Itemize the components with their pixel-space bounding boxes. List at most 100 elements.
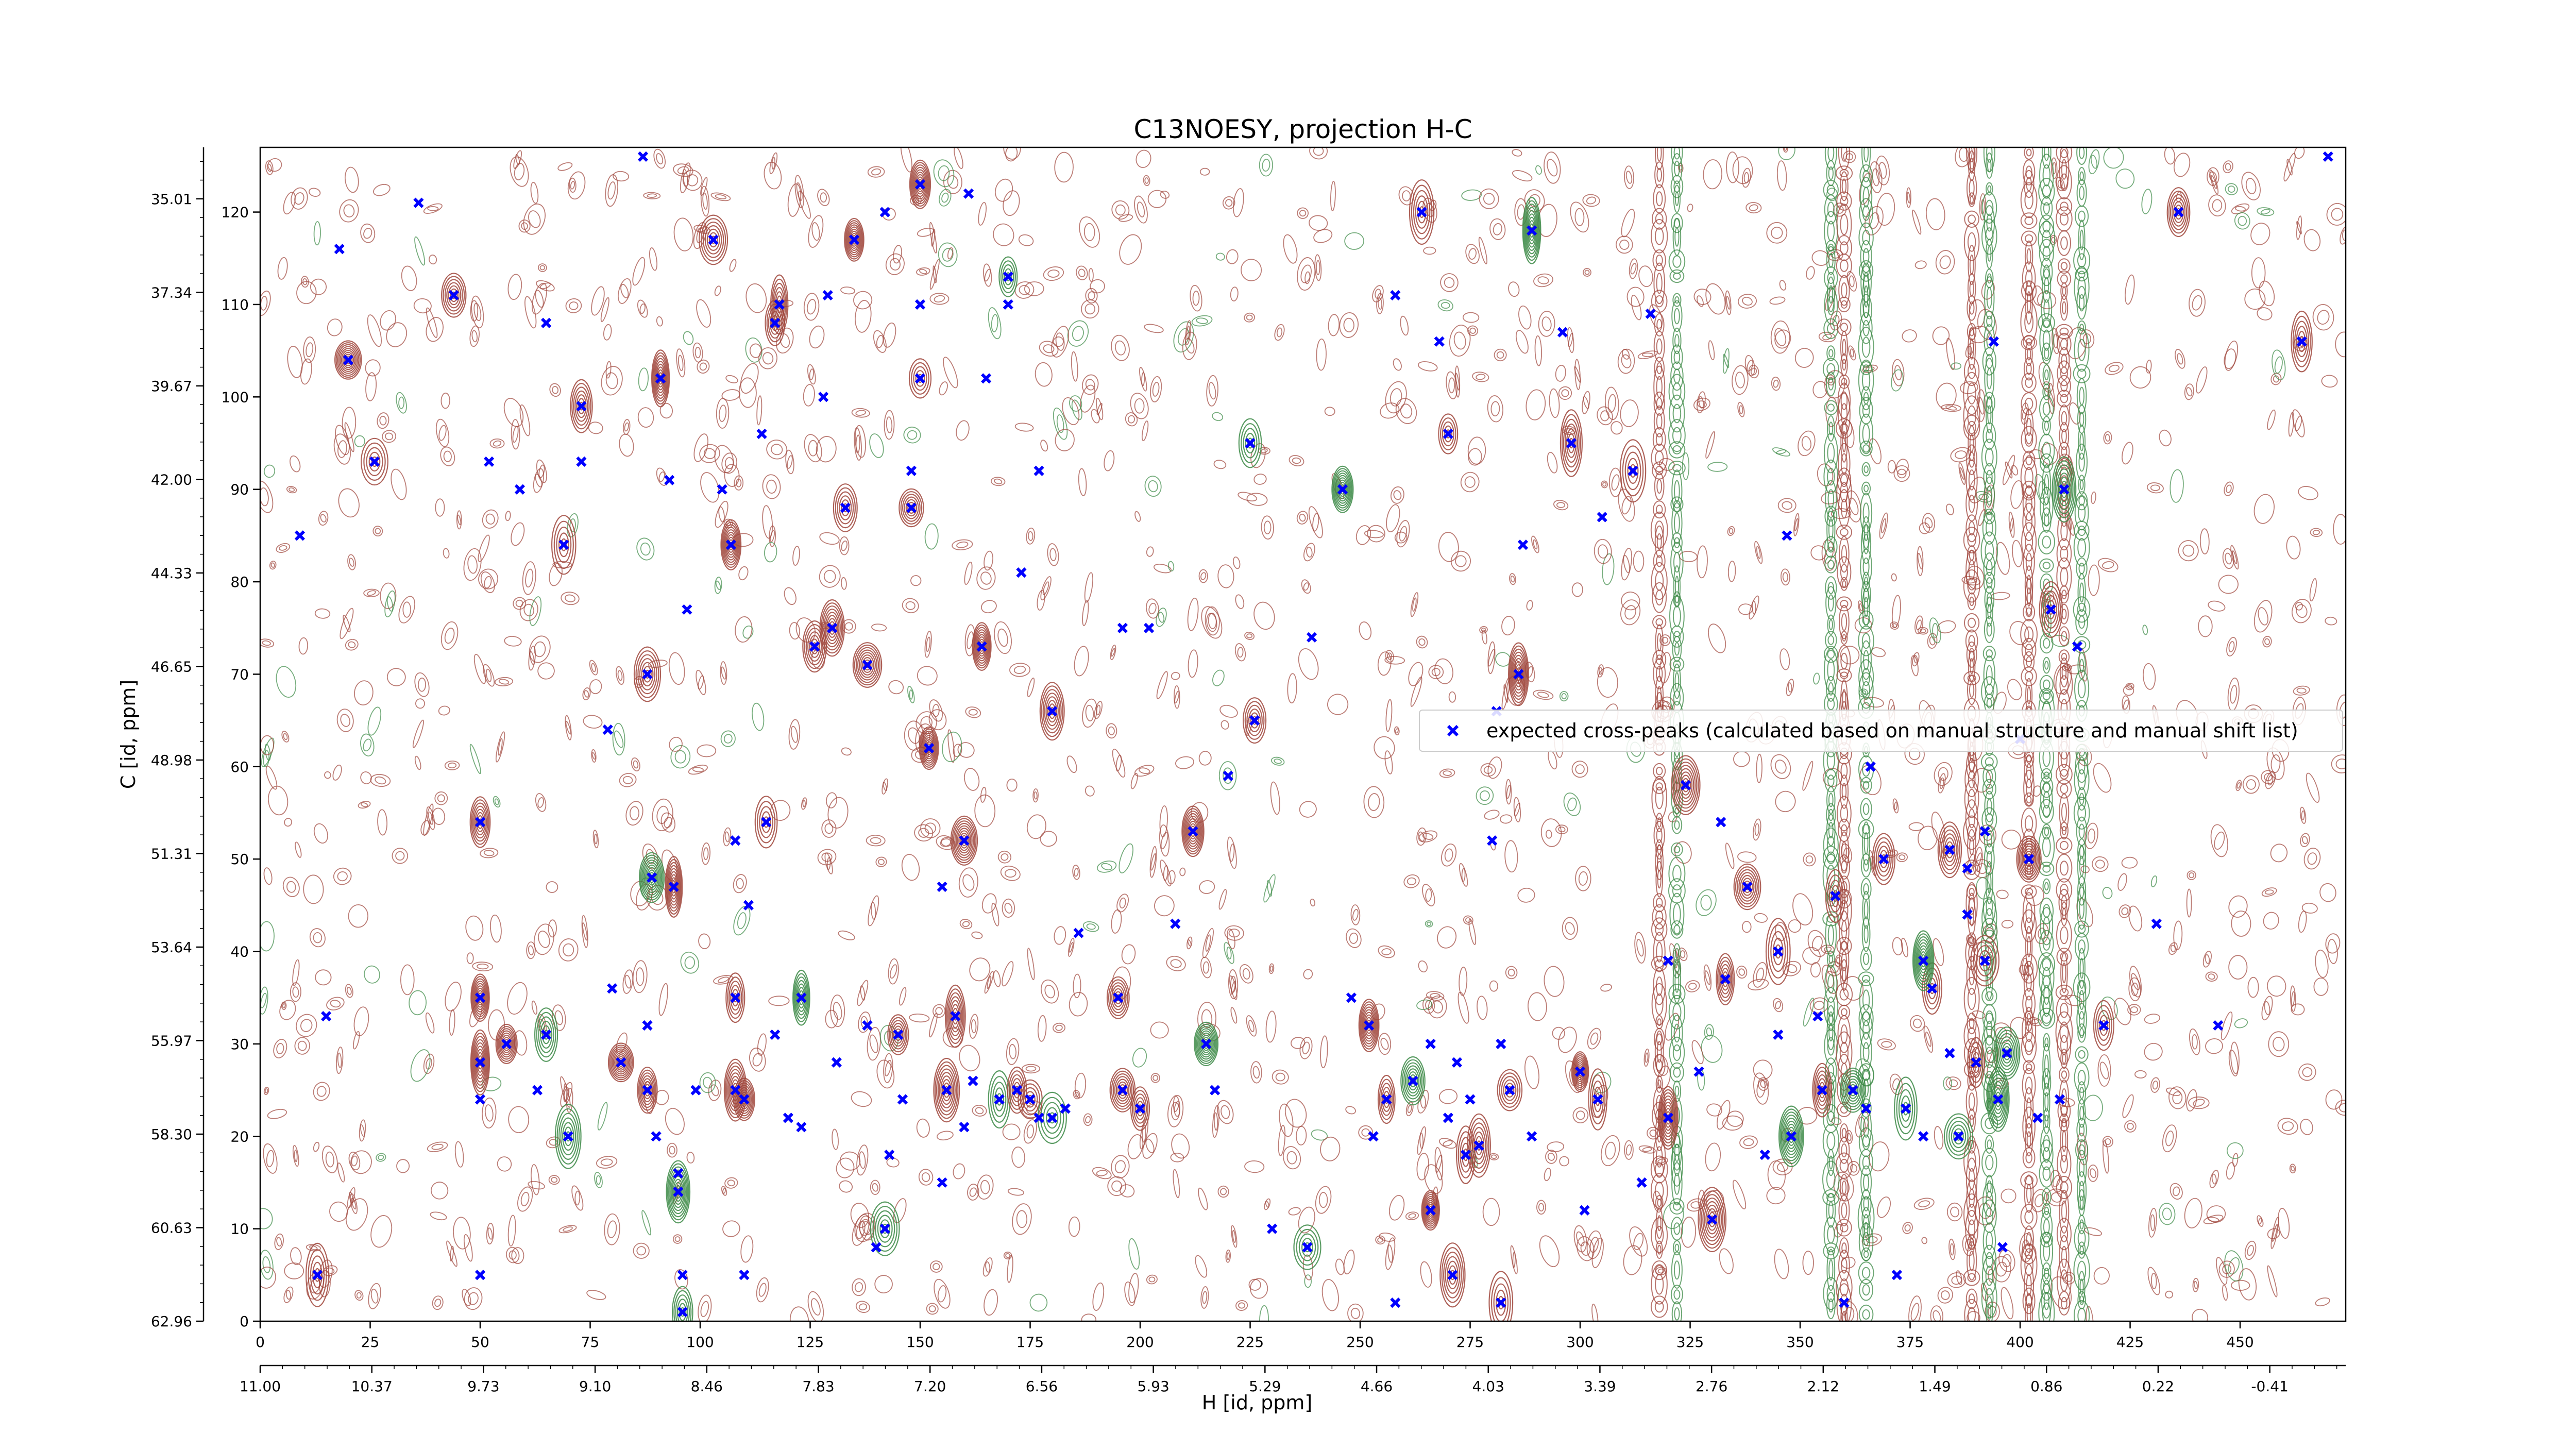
ridge-contour	[2074, 328, 2090, 372]
cross-peak-marker	[906, 465, 917, 476]
noise-contour	[1298, 1206, 1315, 1234]
ridge-contour	[2039, 799, 2054, 824]
ridge-contour	[2057, 230, 2071, 256]
noise-contour	[263, 1143, 278, 1174]
noise-contour	[1043, 266, 1064, 281]
noise-contour	[1359, 621, 1372, 640]
ridge-contour	[2022, 1147, 2036, 1169]
noise-contour	[956, 420, 970, 441]
ridge-contour	[1824, 1028, 1838, 1065]
noise-contour	[2102, 1140, 2109, 1174]
ridge-contour	[1838, 374, 1850, 389]
ridge-contour	[1653, 763, 1666, 779]
noise-contour	[720, 661, 727, 685]
ridge-contour	[1965, 459, 1978, 501]
x-tick-label: 400	[2006, 1334, 2033, 1351]
noise-contour	[283, 1286, 294, 1303]
ridge-contour	[2058, 626, 2070, 646]
noise-contour	[1314, 254, 1322, 281]
ridge-contour	[1981, 1199, 1997, 1233]
contour-peak	[534, 1007, 558, 1062]
noise-contour	[1945, 503, 1954, 515]
ridge-contour	[1652, 615, 1667, 630]
noise-contour	[1167, 1094, 1184, 1127]
cross-peak-marker	[1368, 1131, 1379, 1142]
noise-contour	[291, 187, 308, 210]
contour-peak	[1993, 1026, 2021, 1080]
noise-contour	[438, 705, 450, 716]
ridge-contour	[1836, 596, 1852, 612]
cross-peak-marker	[1025, 1094, 1036, 1105]
noise-contour	[2216, 1257, 2228, 1285]
noise-contour	[2278, 1208, 2290, 1239]
contour-peak	[1986, 1067, 2010, 1132]
contour-peak	[1872, 833, 1895, 885]
contour-peak	[633, 646, 662, 702]
noise-contour	[377, 809, 388, 836]
noise-contour	[616, 666, 624, 685]
noise-contour	[1284, 1099, 1307, 1128]
noise-contour	[1071, 351, 1078, 382]
noise-contour	[292, 1144, 299, 1167]
noise-contour	[971, 931, 983, 939]
ridge-contour	[1840, 631, 1848, 645]
ridge-contour	[2073, 797, 2090, 830]
noise-contour	[1567, 327, 1574, 353]
noise-contour	[1620, 399, 1639, 427]
noise-contour	[1437, 926, 1457, 949]
noise-contour	[2319, 883, 2336, 902]
ppm-y-tick-label: 37.34	[151, 284, 192, 301]
cross-peak-marker	[914, 299, 926, 310]
noise-contour	[1009, 663, 1030, 677]
ridge-contour	[2020, 182, 2038, 218]
noise-contour	[2312, 304, 2334, 331]
noise-contour	[1618, 488, 1635, 522]
noise-contour	[367, 706, 382, 736]
noise-contour	[260, 1208, 273, 1229]
noise-contour	[1400, 315, 1409, 336]
noise-contour	[1996, 889, 2009, 899]
noise-contour	[807, 1291, 824, 1321]
ridge-contour	[1823, 1242, 1839, 1259]
noise-contour	[1494, 348, 1507, 362]
noise-contour	[1405, 1211, 1419, 1220]
ridge-contour	[2040, 776, 2054, 798]
ridge-contour	[1822, 911, 1840, 926]
noise-contour	[1143, 175, 1150, 187]
noise-contour	[1219, 704, 1238, 718]
ridge-contour	[2059, 821, 2069, 840]
ridge-contour	[1839, 536, 1850, 573]
noise-contour	[1910, 655, 1919, 677]
ridge-contour	[1859, 441, 1873, 457]
ridge-contour	[2076, 1118, 2087, 1142]
noise-contour	[1167, 870, 1176, 885]
noise-contour	[440, 621, 459, 650]
noise-contour	[667, 1142, 677, 1158]
ridge-contour	[1669, 1198, 1685, 1215]
ridge-contour	[2076, 1003, 2087, 1036]
noise-contour	[1185, 320, 1192, 345]
noise-contour	[1573, 1225, 1587, 1253]
cross-peak-marker	[1016, 567, 1027, 578]
y-tick-label: 70	[230, 666, 249, 683]
noise-contour	[1315, 1186, 1332, 1214]
contour-peak	[1421, 1190, 1440, 1231]
noise-contour	[1737, 402, 1745, 417]
noise-contour	[1309, 147, 1328, 160]
cross-peak-marker	[1786, 1131, 1797, 1142]
x-tick-label: 350	[1786, 1334, 1814, 1351]
ridge-contour	[1824, 147, 1837, 170]
noise-contour	[1756, 753, 1762, 783]
noise-contour	[1134, 765, 1155, 777]
noise-contour	[535, 793, 547, 812]
x-tick-label: 325	[1676, 1334, 1704, 1351]
noise-contour	[700, 472, 720, 503]
noise-contour	[1107, 1176, 1126, 1197]
contour-peak	[1716, 953, 1735, 1006]
noise-contour	[954, 147, 963, 169]
ridge-contour	[1650, 1295, 1668, 1318]
noise-contour	[1510, 1245, 1518, 1274]
noise-contour	[1958, 462, 1966, 485]
noise-contour	[2298, 486, 2318, 500]
noise-contour	[658, 983, 668, 1016]
